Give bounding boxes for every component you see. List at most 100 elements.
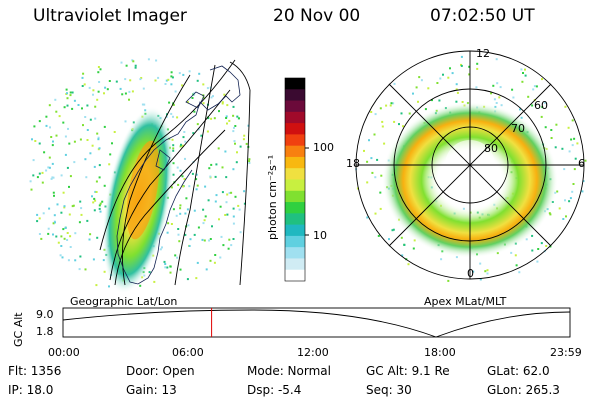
speckle: [226, 193, 229, 196]
speckle: [174, 90, 177, 93]
speckle: [96, 236, 99, 239]
speckle: [574, 157, 577, 160]
info-glon: GLon: 265.3: [487, 383, 560, 397]
speckle: [79, 255, 82, 258]
speckle: [170, 112, 173, 115]
speckle: [232, 222, 235, 225]
speckle: [237, 204, 240, 207]
speckle: [233, 126, 235, 129]
speckle: [527, 95, 530, 98]
speckle: [233, 140, 236, 143]
speckle: [106, 88, 109, 91]
speckle: [134, 66, 137, 69]
speckle: [157, 76, 160, 79]
speckle: [243, 202, 246, 205]
speckle: [164, 263, 167, 265]
colorbar-stripe: [285, 179, 305, 192]
speckle: [52, 222, 55, 225]
speckle: [64, 227, 67, 229]
speckle: [548, 212, 551, 215]
date-label: 20 Nov 00: [273, 6, 361, 26]
speckle: [519, 108, 521, 111]
speckle: [34, 140, 37, 142]
speckle: [63, 237, 66, 240]
colorbar-stripe: [285, 213, 305, 226]
speckle: [366, 160, 369, 163]
speckle: [206, 130, 209, 133]
info-flt: Flt: 1356: [8, 364, 62, 378]
speckle: [66, 166, 69, 169]
speckle: [64, 135, 67, 138]
speckle: [103, 125, 106, 128]
mlat-label-80: 80: [484, 142, 498, 155]
speckle: [424, 108, 427, 111]
speckle: [180, 143, 182, 146]
speckle: [363, 149, 365, 152]
speckle: [193, 110, 196, 113]
speckle: [124, 120, 127, 123]
speckle: [225, 176, 228, 179]
speckle: [164, 83, 167, 85]
left-panel-label: Geographic Lat/Lon: [70, 295, 178, 308]
speckle: [66, 239, 69, 241]
speckle: [68, 142, 71, 145]
speckle: [393, 82, 396, 85]
speckle: [239, 145, 242, 148]
speckle: [391, 229, 394, 232]
speckle: [62, 191, 65, 194]
colorbar-stripe: [285, 269, 305, 282]
speckle: [43, 151, 46, 154]
speckle: [36, 220, 39, 223]
speckle: [94, 117, 97, 120]
speckle: [238, 117, 240, 120]
speckle: [228, 119, 231, 122]
speckle: [45, 124, 48, 127]
speckle: [103, 184, 106, 187]
speckle: [243, 190, 246, 193]
speckle: [412, 92, 414, 95]
speckle: [131, 90, 134, 93]
speckle: [172, 103, 175, 106]
speckle: [139, 284, 142, 287]
speckle: [234, 125, 237, 127]
speckle: [182, 185, 185, 188]
speckle: [186, 208, 189, 211]
speckle: [93, 209, 96, 212]
speckle: [202, 96, 205, 99]
speckle: [230, 244, 233, 247]
speckle: [38, 233, 41, 235]
speckle: [468, 65, 471, 68]
speckle: [379, 191, 382, 194]
info-gain: Gain: 13: [126, 383, 177, 397]
speckle: [175, 214, 178, 217]
speckle: [48, 166, 51, 169]
speckle: [73, 99, 76, 102]
speckle: [476, 67, 479, 70]
speckle: [185, 197, 188, 200]
speckle: [512, 96, 515, 99]
speckle: [227, 247, 230, 250]
speckle: [417, 100, 419, 103]
speckle: [484, 270, 487, 273]
speckle: [179, 169, 182, 172]
speckle: [576, 142, 579, 145]
speckle: [568, 200, 571, 203]
speckle: [209, 238, 212, 240]
speckle: [486, 272, 489, 275]
speckle: [84, 158, 87, 161]
speckle: [115, 80, 118, 83]
speckle: [221, 166, 224, 169]
speckle: [60, 211, 63, 214]
speckle: [69, 94, 72, 97]
speckle: [540, 115, 543, 118]
speckle: [94, 105, 97, 108]
speckle: [172, 115, 174, 118]
speckle: [164, 266, 167, 269]
speckle: [221, 102, 224, 105]
speckle: [460, 55, 463, 58]
speckle: [67, 259, 70, 262]
speckle: [207, 199, 210, 202]
speckle: [438, 99, 441, 102]
speckle: [142, 87, 145, 90]
